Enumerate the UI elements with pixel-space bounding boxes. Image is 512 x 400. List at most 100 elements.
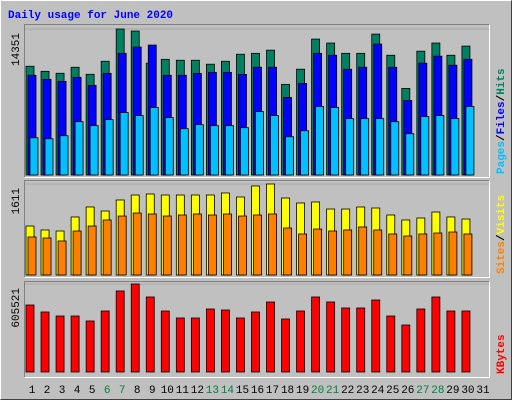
- bar: [221, 309, 230, 373]
- x-tick-label: 14: [221, 385, 235, 397]
- legend-entry: KBytes: [496, 334, 508, 374]
- bar: [326, 301, 336, 373]
- bar: [270, 115, 279, 176]
- bar: [100, 310, 110, 373]
- x-tick-label: 10: [161, 385, 174, 397]
- x-tick-label: 19: [296, 385, 309, 397]
- panel-bevel: [24, 281, 490, 378]
- legend-entry: Visits: [496, 195, 508, 235]
- legend-entry: Sites: [496, 241, 508, 274]
- x-tick-label: 22: [341, 385, 354, 397]
- bar: [57, 240, 67, 276]
- x-tick-label: 24: [371, 385, 385, 397]
- bar: [177, 214, 187, 276]
- y-tick-label: 14351: [11, 33, 23, 66]
- x-tick-label: 6: [104, 385, 111, 397]
- bar: [450, 118, 460, 176]
- legend-separator: /: [496, 134, 508, 141]
- bar: [147, 213, 157, 276]
- x-tick-label: 25: [386, 385, 399, 397]
- bar: [285, 136, 294, 176]
- bar: [236, 317, 245, 373]
- bar: [192, 213, 202, 276]
- x-tick-label: 7: [119, 385, 126, 397]
- bar: [85, 320, 95, 373]
- x-tick-label: 9: [149, 385, 156, 397]
- x-tick-label: 4: [74, 385, 81, 397]
- bar: [179, 128, 189, 176]
- bar: [283, 227, 292, 276]
- bar: [345, 118, 355, 176]
- x-tick-label: 11: [176, 385, 190, 397]
- bar: [401, 324, 411, 373]
- bar: [89, 125, 99, 176]
- bar: [465, 106, 475, 176]
- bar: [358, 226, 368, 276]
- bar: [223, 213, 232, 276]
- bar: [403, 235, 413, 276]
- x-tick-label: 15: [236, 385, 249, 397]
- bar: [190, 317, 200, 373]
- x-tick-label: 13: [206, 385, 219, 397]
- bar: [132, 212, 142, 276]
- bar: [343, 229, 353, 276]
- bar: [405, 133, 415, 176]
- x-tick-label: 2: [44, 385, 51, 397]
- bar: [360, 118, 370, 176]
- bar: [266, 301, 275, 373]
- bar: [463, 233, 473, 276]
- x-tick-label: 1: [29, 385, 36, 397]
- bar: [194, 124, 204, 176]
- bar: [433, 232, 443, 276]
- y-tick-label: 1611: [11, 188, 23, 215]
- bar: [298, 233, 307, 276]
- bar: [25, 304, 35, 373]
- legend-entry: Hits: [496, 68, 508, 94]
- x-tick-label: 3: [59, 385, 66, 397]
- legend-separator: /: [496, 94, 508, 101]
- bar: [390, 121, 400, 176]
- bar: [373, 229, 383, 276]
- bar: [29, 137, 39, 176]
- legend: Pages/Files/Hits: [496, 68, 508, 174]
- bar: [175, 317, 185, 373]
- bar: [55, 315, 65, 373]
- chart-title: Daily usage for June 2020: [8, 10, 173, 22]
- x-tick-label: 31: [476, 385, 490, 397]
- x-tick-label: 12: [191, 385, 204, 397]
- bar: [70, 315, 80, 373]
- x-tick-label: 23: [356, 385, 369, 397]
- bar: [117, 215, 127, 276]
- bar: [102, 219, 112, 276]
- x-tick-label: 16: [251, 385, 264, 397]
- bar: [416, 308, 426, 373]
- bar: [418, 233, 428, 276]
- bar: [296, 310, 305, 373]
- y-tick-label: 605521: [11, 288, 23, 328]
- bar: [149, 107, 159, 176]
- bar: [74, 121, 84, 176]
- legend-entry: Files: [496, 101, 508, 134]
- bar: [435, 115, 445, 176]
- x-tick-label: 21: [326, 385, 340, 397]
- bar: [281, 318, 290, 373]
- bar: [207, 214, 217, 276]
- bar: [240, 127, 249, 176]
- bar: [162, 215, 172, 276]
- x-tick-label: 8: [134, 385, 141, 397]
- bar: [311, 296, 321, 373]
- panel-bevel: [24, 24, 490, 178]
- x-tick-label: 29: [446, 385, 459, 397]
- bar: [209, 125, 219, 176]
- bar: [251, 311, 260, 373]
- bar: [461, 310, 471, 373]
- x-tick-label: 5: [89, 385, 96, 397]
- legend: KBytes: [496, 334, 508, 374]
- bar: [205, 308, 215, 373]
- bar: [164, 117, 174, 176]
- bar: [238, 215, 247, 276]
- bar: [313, 228, 323, 276]
- panel-bevel: [24, 24, 490, 178]
